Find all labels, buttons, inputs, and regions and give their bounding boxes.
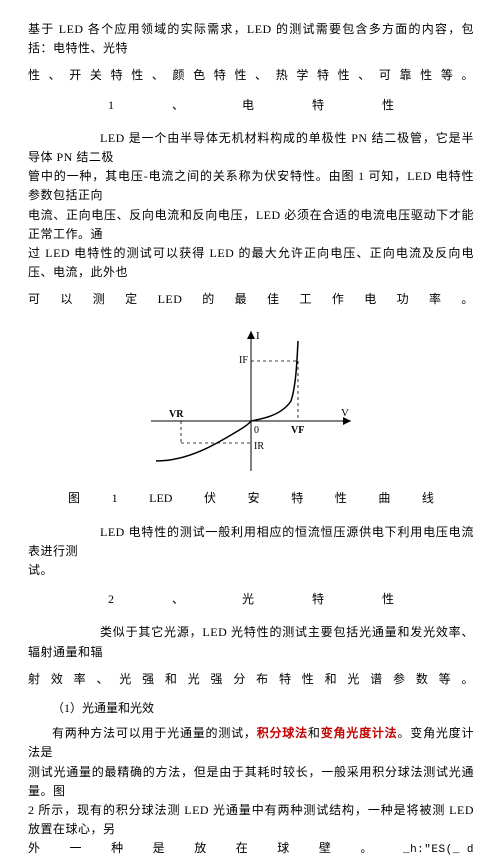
heading-2: 2、光特性 <box>108 590 394 609</box>
p5d-tail: _h:"ES(_ d <box>403 842 474 858</box>
IR-label: IR <box>254 441 264 452</box>
axis-I-label: I <box>256 330 260 342</box>
IF-label: IF <box>239 355 248 366</box>
VR-label: VR <box>169 409 184 420</box>
p5a-mid: 和 <box>308 726 321 740</box>
sub-heading-1: （1）光通量和光效 <box>28 699 474 718</box>
red-term-2: 变角光度计法 <box>321 726 398 740</box>
p5-c: 2 所示，现有的积分球法测 LED 光通量中有两种测试结构，一种是将被测 LED… <box>28 803 474 836</box>
p5-a: 有两种方法可以用于光通量的测试，积分球法和变角光度计法。变角光度计法是 <box>28 724 474 762</box>
p3-b: 试。 <box>28 563 53 577</box>
intro-para: 基于 LED 各个应用领域的实际需求，LED 的测试需要包含多方面的内容，包括：… <box>28 20 474 86</box>
figure-caption: 图1LED伏安特性曲线 <box>68 489 434 508</box>
iv-curve-figure: I IF VR 0 VF V IR <box>141 321 361 481</box>
p5d-head: 外一种是放在球壁。 <box>28 839 373 858</box>
para-3: LED 电特性的测试一般利用相应的恒流恒压源供电下利用电压电流表进行测 试。 <box>28 523 474 581</box>
p1-line2: 性、开关特性、颜色特性、热学特性、可靠性等。 <box>28 66 474 85</box>
VF-label: VF <box>291 425 304 436</box>
p5-b: 测试光通量的最精确的方法，但是由于其耗时较长，一般采用积分球法测试光通量。图 <box>28 765 474 798</box>
p2-c: 电流、正向电压、反向电流和反向电压，LED 必须在合适的电流电压驱动下才能正常工… <box>28 208 474 241</box>
p2-b: 管中的一种，其电压-电流之间的关系称为伏安特性。由图 1 可知，LED 电特性参… <box>28 169 474 202</box>
p4-a: 类似于其它光源，LED 光特性的测试主要包括光通量和发光效率、辐射通量和辐 <box>28 625 474 658</box>
para-2: LED 是一个由半导体无机材料构成的单极性 PN 结二极管，它是半导体 PN 结… <box>28 129 474 310</box>
red-term-1: 积分球法 <box>257 726 308 740</box>
para-4: 类似于其它光源，LED 光特性的测试主要包括光通量和发光效率、辐射通量和辐 射效… <box>28 623 474 689</box>
p2-a: LED 是一个由半导体无机材料构成的单极性 PN 结二极管，它是半导体 PN 结… <box>28 131 474 164</box>
p2-e: 可以测定LED的最佳工作电功率。 <box>28 290 474 309</box>
p4-b: 射效率、光强和光强分布特性和光谱参数等。 <box>28 670 474 689</box>
p5a-prefix: 有两种方法可以用于光通量的测试， <box>52 726 257 740</box>
heading-1: 1、电特性 <box>108 96 394 115</box>
origin-label: 0 <box>254 425 259 436</box>
p2-d: 过 LED 电特性的测试可以获得 LED 的最大允许正向电压、正向电流及反向电压… <box>28 246 474 279</box>
p1-line1: 基于 LED 各个应用领域的实际需求，LED 的测试需要包含多方面的内容，包括：… <box>28 22 474 55</box>
p5-d: 外一种是放在球壁。 _h:"ES(_ d <box>28 839 474 858</box>
p3-a: LED 电特性的测试一般利用相应的恒流恒压源供电下利用电压电流表进行测 <box>28 525 474 558</box>
para-5: 有两种方法可以用于光通量的测试，积分球法和变角光度计法。变角光度计法是 测试光通… <box>28 724 474 858</box>
axis-V-label: V <box>341 407 349 419</box>
